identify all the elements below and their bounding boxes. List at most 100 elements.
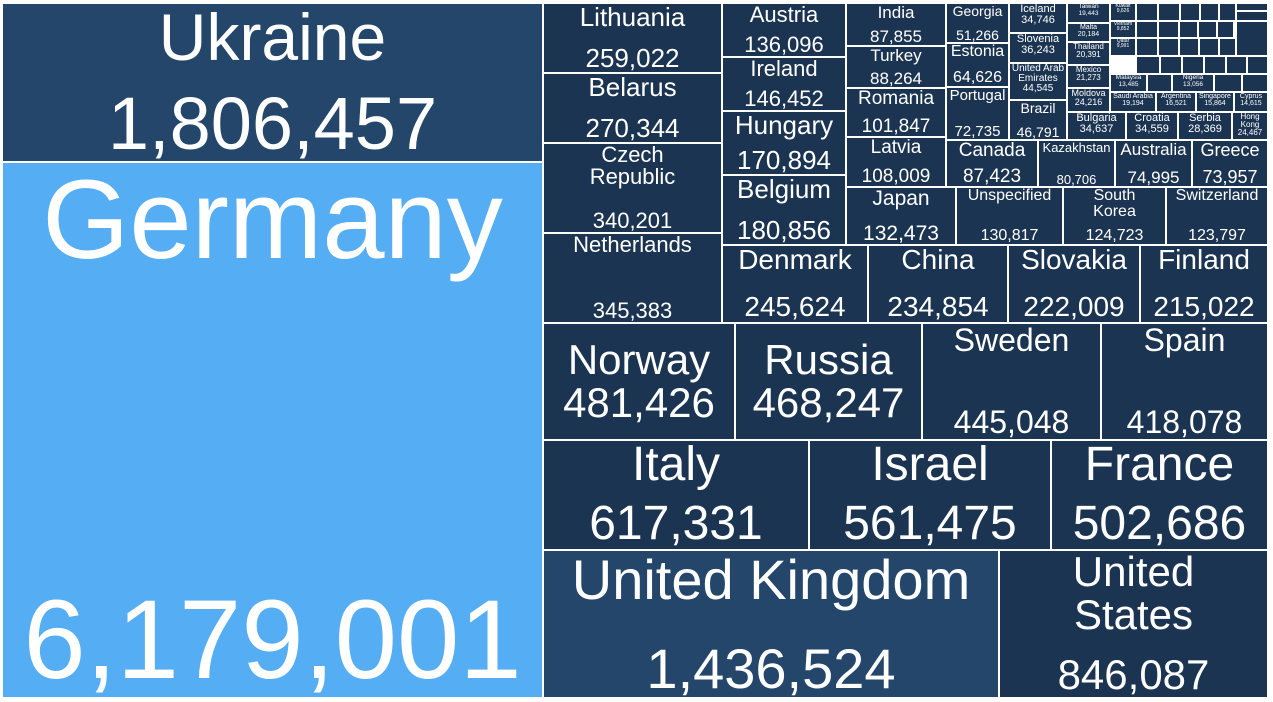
treemap-cell-china[interactable]: China 234,854 <box>868 245 1008 323</box>
treemap-cell-unlabeled[interactable] <box>1236 21 1268 56</box>
treemap-cell-ireland[interactable]: Ireland 146,452 <box>722 57 846 111</box>
treemap-cell-unlabeled[interactable] <box>1236 11 1268 21</box>
treemap-cell-latvia[interactable]: Latvia 108,009 <box>846 137 946 187</box>
treemap-cell-saudi-arabia[interactable]: Saudi Arabia 19,194 <box>1110 92 1156 112</box>
treemap-cell-netherlands[interactable]: Netherlands 345,383 <box>543 233 722 323</box>
treemap-cell-vietnam[interactable]: Vietnam 9,852 <box>1110 21 1136 38</box>
treemap-cell-india[interactable]: India 87,855 <box>846 3 946 46</box>
cell-label: Argentina <box>1161 93 1191 100</box>
treemap-cell-slovakia[interactable]: Slovakia 222,009 <box>1008 245 1140 323</box>
treemap-cell-unlabeled[interactable] <box>1226 56 1247 74</box>
treemap-cell-unlabeled[interactable] <box>1158 21 1179 38</box>
cell-value: 21,273 <box>1076 73 1101 83</box>
treemap-cell-unlabeled[interactable] <box>1219 38 1236 56</box>
cell-label: South Korea <box>1093 187 1136 221</box>
cell-value: 24,216 <box>1074 97 1103 108</box>
cell-label: India <box>877 3 915 22</box>
treemap-cell-norway[interactable]: Norway 481,426 <box>543 323 735 440</box>
treemap-cell-unlabeled[interactable] <box>1179 38 1199 56</box>
cell-label: Latvia <box>870 137 922 158</box>
treemap-cell-unlabeled[interactable] <box>1247 56 1268 74</box>
treemap-cell-brazil[interactable]: Brazil 46,791 <box>1009 100 1067 140</box>
treemap-cell-georgia[interactable]: Georgia 51,266 <box>946 3 1009 43</box>
treemap-cell-japan[interactable]: Japan 132,473 <box>846 187 956 245</box>
treemap-cell-qatar[interactable]: Qatar 9,991 <box>1110 38 1136 56</box>
treemap-cell-cyprus[interactable]: Cyprus 14,615 <box>1234 92 1268 112</box>
treemap-cell-canada[interactable]: Canada 87,423 <box>946 140 1038 187</box>
cell-value: 617,331 <box>589 497 763 550</box>
treemap-cell-unlabeled[interactable] <box>1200 3 1219 21</box>
cell-label: Ireland <box>750 57 818 81</box>
treemap-cell-kazakhstan[interactable]: Kazakhstan 80,706 <box>1038 140 1115 187</box>
treemap-cell-ukraine[interactable]: Ukraine 1,806,457 <box>2 3 543 162</box>
treemap-cell-romania[interactable]: Romania 101,847 <box>846 88 946 137</box>
treemap-cell-hong-kong[interactable]: Hong Kong 24,467 <box>1232 112 1268 140</box>
treemap-cell-unlabeled[interactable] <box>1180 3 1200 21</box>
treemap-cell-unlabeled[interactable] <box>1160 56 1182 74</box>
treemap-cell-czech-republic[interactable]: Czech Republic 340,201 <box>543 143 722 233</box>
treemap-cell-unlabeled[interactable] <box>1236 3 1268 11</box>
treemap-cell-belarus[interactable]: Belarus 270,344 <box>543 73 722 143</box>
treemap-cell-unlabeled[interactable] <box>1219 3 1236 21</box>
cell-value: 136,096 <box>744 31 824 57</box>
treemap-cell-serbia[interactable]: Serbia 28,369 <box>1178 112 1232 140</box>
treemap-cell-malaysia[interactable]: Malaysia 13,485 <box>1110 74 1147 92</box>
treemap-cell-spain[interactable]: Spain 418,078 <box>1101 323 1268 440</box>
treemap-cell-kuwait[interactable]: Kuwait 9,626 <box>1110 3 1136 21</box>
treemap-cell-unlabeled[interactable] <box>1182 56 1204 74</box>
treemap-cell-unlabeled[interactable] <box>1199 38 1219 56</box>
treemap-cell-unlabeled[interactable] <box>1158 38 1179 56</box>
cell-label: Norway <box>567 335 711 383</box>
treemap-cell-unlabeled[interactable] <box>1198 21 1217 38</box>
treemap-cell-unlabeled[interactable] <box>1204 56 1226 74</box>
treemap-cell-unlabeled[interactable] <box>1214 74 1242 92</box>
treemap-cell-hungary[interactable]: Hungary 170,894 <box>722 111 846 175</box>
treemap-cell-slovenia[interactable]: Slovenia 36,243 <box>1009 33 1067 63</box>
cell-label: Nigeria <box>1182 74 1204 81</box>
treemap-cell-germany[interactable]: Germany 6,179,001 <box>2 162 543 698</box>
treemap-cell-malta[interactable]: Malta 20,184 <box>1067 23 1110 42</box>
treemap-cell-denmark[interactable]: Denmark 245,624 <box>722 245 868 323</box>
treemap-cell-portugal[interactable]: Portugal 72,735 <box>946 87 1009 140</box>
treemap-cell-russia[interactable]: Russia 468,247 <box>735 323 922 440</box>
treemap-cell-unlabeled[interactable] <box>1147 74 1172 92</box>
treemap-cell-united-kingdom[interactable]: United Kingdom 1,436,524 <box>543 550 999 698</box>
cell-label: Finland <box>1158 245 1250 275</box>
treemap-cell-croatia[interactable]: Croatia 34,559 <box>1126 112 1178 140</box>
treemap-cell-australia[interactable]: Australia 74,995 <box>1115 140 1192 187</box>
treemap-cell-switzerland[interactable]: Switzerland 123,797 <box>1166 187 1268 245</box>
treemap-cell-south-korea[interactable]: South Korea 124,723 <box>1063 187 1166 245</box>
treemap-cell-unspecified[interactable]: Unspecified 130,817 <box>956 187 1063 245</box>
treemap-cell-unlabeled[interactable] <box>1136 56 1160 74</box>
treemap-cell-unlabeled[interactable] <box>1136 3 1158 21</box>
treemap-cell-unlabeled[interactable] <box>1242 74 1268 92</box>
treemap-cell-united-states[interactable]: United States 846,087 <box>999 550 1268 698</box>
treemap-cell-belgium[interactable]: Belgium 180,856 <box>722 175 846 245</box>
treemap-cell-mexico[interactable]: Mexico 21,273 <box>1067 65 1110 88</box>
treemap-cell-iceland[interactable]: Iceland 34,746 <box>1009 3 1067 33</box>
treemap-cell-lithuania[interactable]: Lithuania 259,022 <box>543 3 722 73</box>
treemap-cell-singapore[interactable]: Singapore 15,864 <box>1196 92 1234 112</box>
treemap-cell-italy[interactable]: Italy 617,331 <box>543 440 809 550</box>
treemap-cell-nigeria[interactable]: Nigeria 13,056 <box>1172 74 1214 92</box>
treemap-cell-unlabeled[interactable] <box>1136 21 1158 38</box>
treemap-cell-greece[interactable]: Greece 73,957 <box>1192 140 1268 187</box>
treemap-cell-thailand[interactable]: Thailand 20,391 <box>1067 42 1110 65</box>
treemap-cell-bulgaria[interactable]: Bulgaria 34,637 <box>1067 112 1126 140</box>
treemap-cell-unlabeled[interactable] <box>1158 3 1180 21</box>
treemap-cell-finland[interactable]: Finland 215,022 <box>1140 245 1268 323</box>
treemap-cell-sweden[interactable]: Sweden 445,048 <box>922 323 1101 440</box>
treemap-cell-estonia[interactable]: Estonia 64,626 <box>946 43 1009 87</box>
treemap-cell-taiwan[interactable]: Taiwan 19,443 <box>1067 3 1110 23</box>
treemap-cell-turkey[interactable]: Turkey 88,264 <box>846 46 946 88</box>
treemap-cell-israel[interactable]: Israel 561,475 <box>809 440 1051 550</box>
treemap-cell-unlabeled[interactable] <box>1179 21 1198 38</box>
treemap-cell-austria[interactable]: Austria 136,096 <box>722 3 846 57</box>
treemap-cell-moldova[interactable]: Moldova 24,216 <box>1067 88 1110 112</box>
treemap-cell-france[interactable]: France 502,686 <box>1051 440 1268 550</box>
treemap-cell-unlabeled[interactable] <box>1136 38 1158 56</box>
treemap-cell-unlabeled[interactable] <box>1217 21 1234 38</box>
cell-label: Slovenia <box>1016 33 1060 45</box>
treemap-cell-argentina[interactable]: Argentina 16,521 <box>1156 92 1196 112</box>
treemap-cell-united-arab-emirates[interactable]: United Arab Emirates 44,545 <box>1009 63 1067 100</box>
